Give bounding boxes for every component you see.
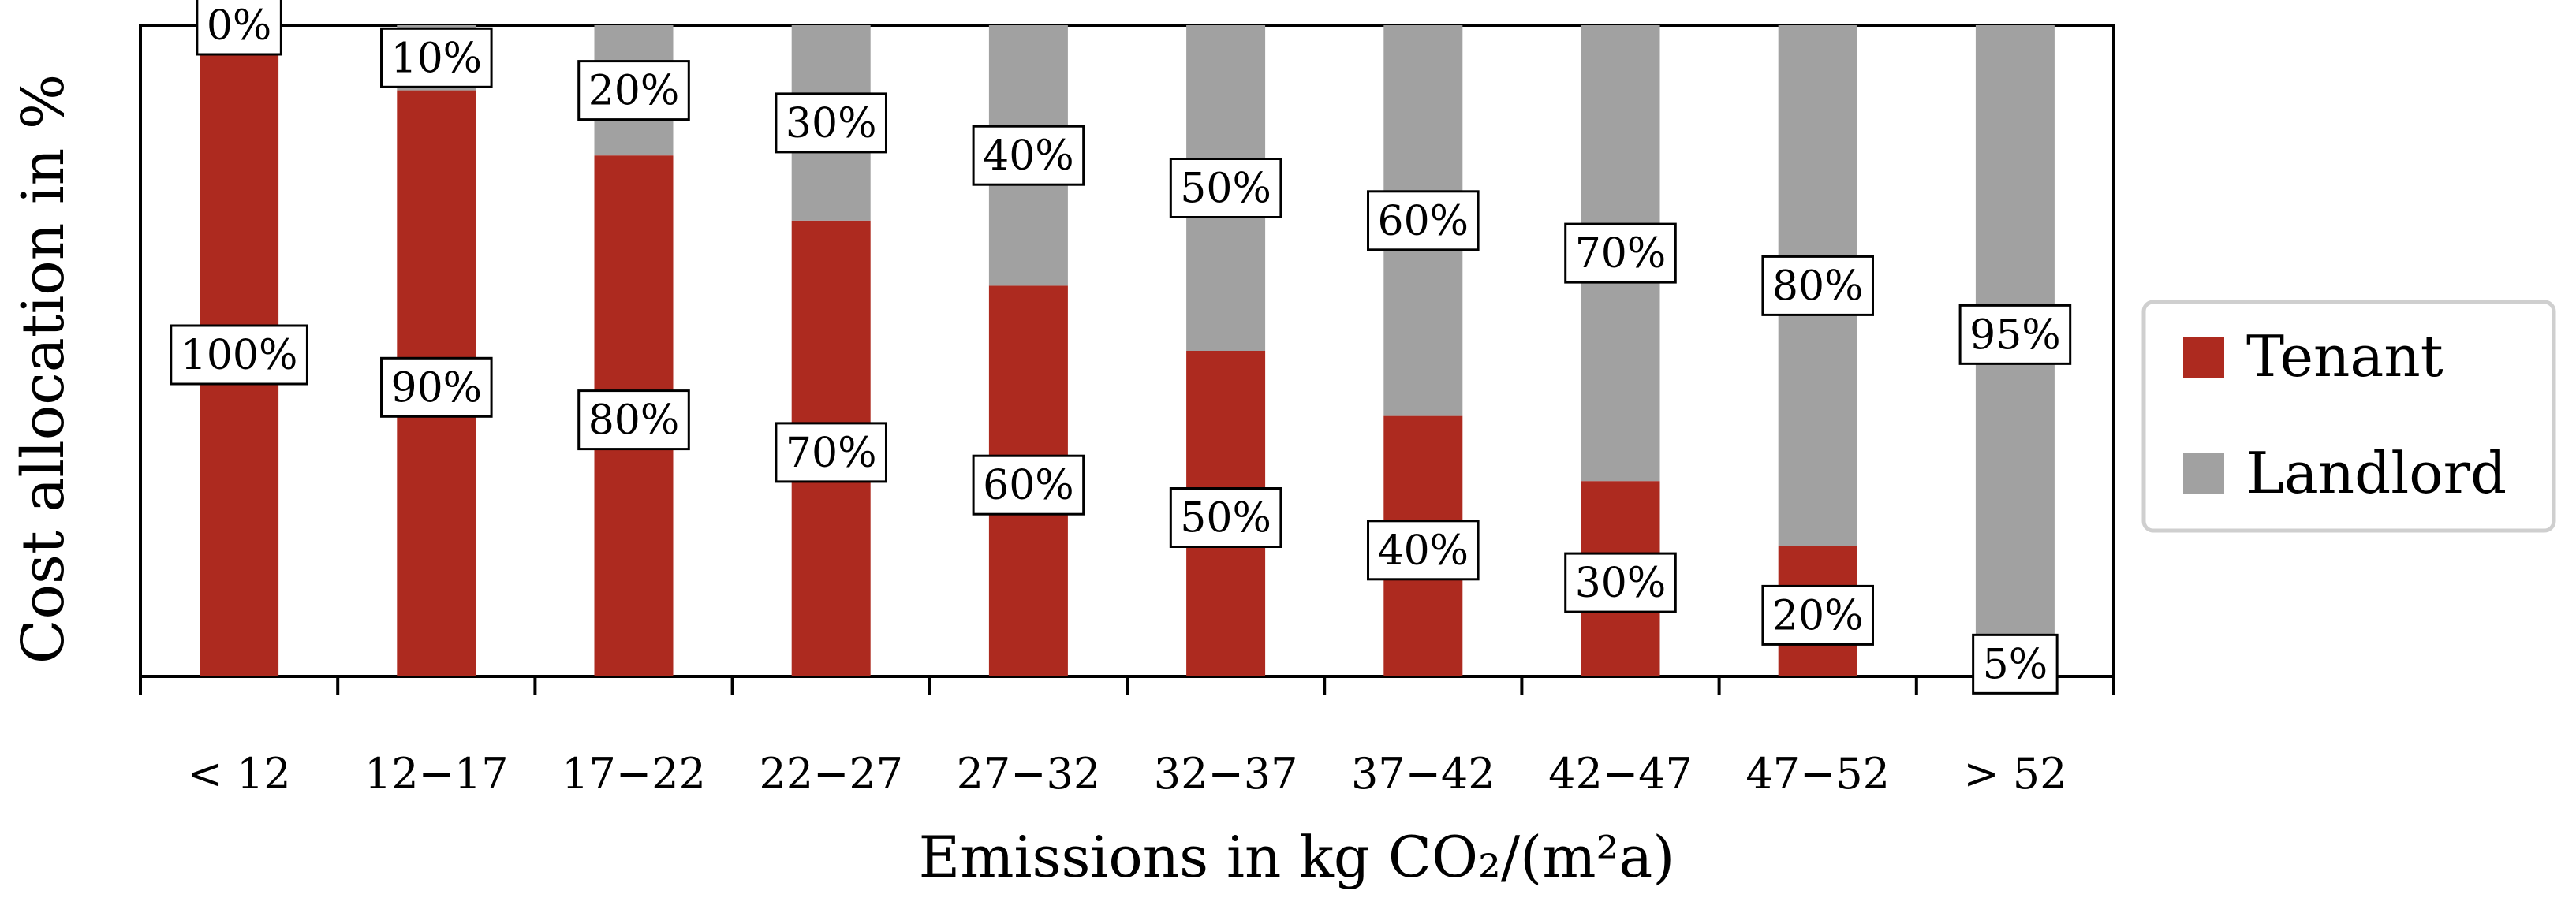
data-label-tenant-box	[1169, 487, 1282, 548]
data-label-tenant: 60%	[972, 454, 1085, 516]
data-label-tenant-text: 30%	[1575, 560, 1667, 607]
data-label-landlord-text: 50%	[1180, 166, 1271, 213]
data-label-landlord-box	[196, 0, 282, 56]
data-label-tenant-box	[775, 422, 887, 483]
x-tick-label: 22−27	[759, 749, 903, 799]
data-label-tenant: 40%	[1367, 520, 1480, 581]
data-label-tenant-box	[972, 454, 1085, 516]
data-label-landlord: 20%	[577, 60, 690, 121]
data-label-landlord-text: 70%	[1575, 230, 1667, 278]
data-label-tenant: 100%	[170, 324, 308, 386]
data-label-tenant-box	[1972, 633, 2059, 695]
data-label-landlord: 10%	[380, 27, 493, 88]
data-label-tenant-box	[380, 356, 493, 418]
data-label-landlord-box	[380, 27, 493, 88]
data-label-tenant-box	[577, 389, 690, 451]
x-axis-label: Emissions in kg CO₂/(m²a)	[919, 824, 1675, 890]
x-tick-label: 17−22	[562, 749, 706, 799]
data-label-landlord-text: 40%	[983, 132, 1074, 180]
data-label-landlord-text: 10%	[391, 35, 483, 82]
data-label-landlord-text: 95%	[1969, 311, 2061, 359]
data-label-tenant-text: 40%	[1378, 527, 1469, 575]
x-tick-label: 47−52	[1745, 749, 1890, 799]
data-label-landlord-box	[1564, 222, 1677, 284]
data-label-tenant-box	[1367, 520, 1480, 581]
legend-swatch-tenant	[2183, 337, 2224, 378]
data-label-tenant-text: 20%	[1772, 592, 1864, 639]
data-label-landlord-box	[1761, 255, 1874, 316]
x-tick-label: 37−42	[1351, 749, 1495, 799]
x-tick-label: 42−47	[1548, 749, 1693, 799]
legend-label-tenant: Tenant	[2246, 323, 2443, 389]
data-label-landlord-text: 60%	[1378, 198, 1469, 245]
data-label-landlord-box	[1367, 190, 1480, 251]
data-label-landlord-text: 0%	[207, 2, 272, 50]
x-tick-label: 12−17	[364, 749, 509, 799]
data-label-tenant: 80%	[577, 389, 690, 451]
data-label-landlord: 95%	[1958, 304, 2072, 365]
x-tick-label: 27−32	[957, 749, 1101, 799]
data-labels: 100% 0% 90% 10% 80% 20% 70% 30% 60% 40% 50% 50% 40% 6…	[170, 0, 2072, 695]
y-axis-label: Cost allocation in %	[9, 74, 77, 664]
data-label-tenant-text: 80%	[588, 397, 680, 445]
data-label-tenant-text: 70%	[786, 430, 877, 477]
data-label-landlord: 80%	[1761, 255, 1874, 316]
data-label-tenant-box	[1761, 584, 1874, 646]
data-label-tenant: 5%	[1972, 633, 2059, 695]
data-label-tenant: 70%	[775, 422, 887, 483]
data-label-landlord: 70%	[1564, 222, 1677, 284]
data-label-tenant: 50%	[1169, 487, 1282, 548]
legend-frame	[2141, 300, 2556, 533]
data-label-landlord-box	[577, 60, 690, 121]
data-label-landlord: 30%	[775, 92, 887, 154]
data-label-tenant-text: 50%	[1180, 495, 1271, 542]
data-label-landlord-text: 30%	[786, 100, 877, 147]
data-label-tenant-text: 100%	[181, 332, 298, 379]
data-label-tenant-box	[170, 324, 308, 386]
data-label-tenant-text: 60%	[983, 462, 1074, 509]
data-label-landlord-box	[1169, 158, 1282, 218]
data-label-tenant: 20%	[1761, 584, 1874, 646]
data-label-landlord-box	[775, 92, 887, 154]
data-label-landlord: 0%	[196, 0, 282, 56]
data-label-landlord: 50%	[1169, 158, 1282, 218]
legend-label-landlord: Landlord	[2246, 440, 2507, 506]
legend: Tenant Landlord	[2141, 300, 2556, 533]
data-label-landlord-box	[972, 125, 1085, 186]
legend-swatch-landlord	[2183, 453, 2224, 494]
data-label-landlord: 40%	[972, 125, 1085, 186]
data-label-landlord-box	[1958, 304, 2072, 365]
x-tick-label: > 52	[1963, 749, 2066, 799]
x-tick-label: 32−37	[1154, 749, 1298, 799]
data-label-landlord-text: 20%	[588, 68, 680, 115]
data-label-landlord-text: 80%	[1772, 263, 1864, 310]
data-label-tenant: 30%	[1564, 552, 1677, 613]
x-tick-label: < 12	[188, 749, 291, 799]
data-label-tenant-box	[1564, 552, 1677, 613]
x-axis-ticks: < 12 12−17 17−22 22−27 27−32 32−37 37−42 42−47 4…	[139, 676, 2115, 799]
data-label-landlord: 60%	[1367, 190, 1480, 251]
data-label-tenant: 90%	[380, 356, 493, 418]
data-label-tenant-text: 5%	[1983, 641, 2048, 688]
data-label-tenant-text: 90%	[391, 364, 483, 412]
